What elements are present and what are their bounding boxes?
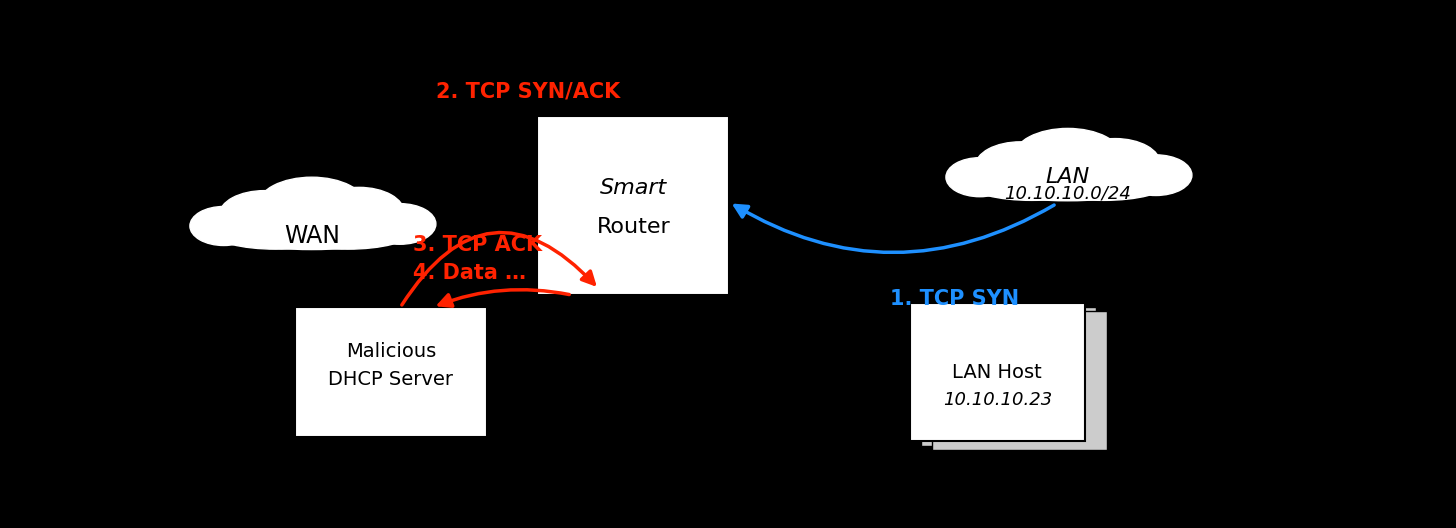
Text: 2. TCP SYN/ACK: 2. TCP SYN/ACK [435, 82, 620, 102]
Text: 3. TCP ACK
4. Data …: 3. TCP ACK 4. Data … [414, 234, 543, 282]
Text: 10.10.10.0/24: 10.10.10.0/24 [1005, 184, 1131, 202]
Text: LAN Host: LAN Host [952, 363, 1042, 382]
Ellipse shape [1070, 138, 1160, 189]
Text: LAN: LAN [1045, 167, 1091, 187]
Ellipse shape [220, 191, 310, 239]
Ellipse shape [973, 162, 1163, 201]
Ellipse shape [258, 177, 365, 234]
FancyBboxPatch shape [537, 116, 729, 295]
Text: 1. TCP SYN: 1. TCP SYN [891, 289, 1019, 309]
Ellipse shape [1120, 155, 1192, 195]
FancyBboxPatch shape [922, 307, 1096, 446]
Ellipse shape [1042, 168, 1166, 200]
Text: 10.10.10.23: 10.10.10.23 [942, 391, 1051, 409]
Ellipse shape [976, 142, 1066, 191]
Text: Router: Router [597, 217, 670, 237]
Ellipse shape [214, 216, 338, 249]
Ellipse shape [946, 158, 1013, 197]
Ellipse shape [215, 211, 408, 250]
Ellipse shape [364, 204, 435, 244]
Ellipse shape [314, 187, 405, 238]
Text: Malicious
DHCP Server: Malicious DHCP Server [328, 342, 453, 389]
Text: Smart: Smart [600, 178, 667, 198]
FancyBboxPatch shape [296, 307, 486, 437]
Ellipse shape [1013, 128, 1123, 185]
Text: WAN: WAN [284, 224, 339, 248]
Ellipse shape [189, 206, 258, 246]
Ellipse shape [970, 168, 1093, 200]
Ellipse shape [285, 216, 411, 249]
FancyBboxPatch shape [932, 312, 1108, 450]
FancyBboxPatch shape [910, 303, 1085, 441]
